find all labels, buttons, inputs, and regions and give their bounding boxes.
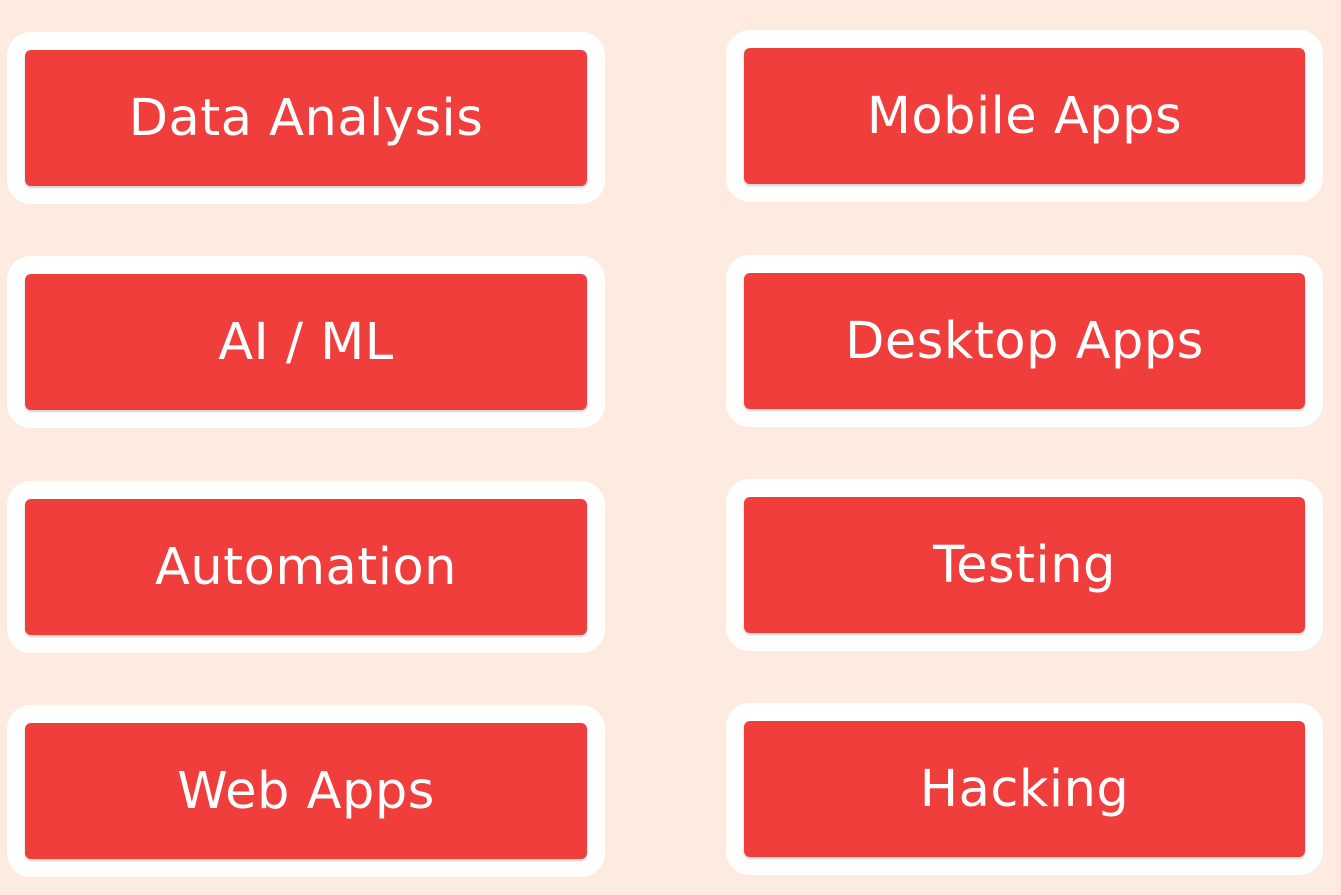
automation-button[interactable]: Automation <box>25 499 587 635</box>
tile-hacking: Hacking <box>726 703 1323 875</box>
tile-label: Desktop Apps <box>845 311 1204 371</box>
desktop-apps-button[interactable]: Desktop Apps <box>744 273 1305 409</box>
hacking-button[interactable]: Hacking <box>744 721 1305 857</box>
tile-desktop-apps: Desktop Apps <box>726 255 1323 427</box>
tile-label: Mobile Apps <box>866 86 1183 146</box>
tile-web-apps: Web Apps <box>7 705 605 877</box>
tile-mobile-apps: Mobile Apps <box>726 30 1323 202</box>
tile-label: AI / ML <box>218 312 394 372</box>
tile-data-analysis: Data Analysis <box>7 32 605 204</box>
ai-ml-button[interactable]: AI / ML <box>25 274 587 410</box>
tile-label: Automation <box>154 537 458 597</box>
tile-label: Web Apps <box>177 761 435 821</box>
tile-automation: Automation <box>7 481 605 653</box>
testing-button[interactable]: Testing <box>744 497 1305 633</box>
data-analysis-button[interactable]: Data Analysis <box>25 50 587 186</box>
tile-label: Data Analysis <box>128 88 484 148</box>
mobile-apps-button[interactable]: Mobile Apps <box>744 48 1305 184</box>
tile-ai-ml: AI / ML <box>7 256 605 428</box>
tile-label: Hacking <box>919 759 1130 819</box>
tile-testing: Testing <box>726 479 1323 651</box>
web-apps-button[interactable]: Web Apps <box>25 723 587 859</box>
tile-label: Testing <box>933 535 1116 595</box>
